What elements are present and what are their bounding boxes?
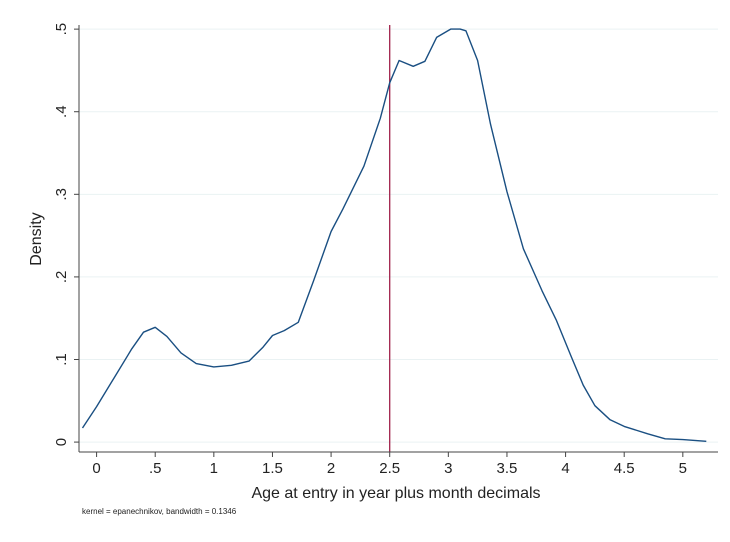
x-tick-label-8: 4 [561, 460, 569, 477]
y-tick-label-4: .4 [53, 105, 70, 118]
y-tick-label-1: .1 [53, 353, 70, 366]
x-tick-label-1: .5 [149, 460, 162, 477]
x-tick-label-5: 2.5 [379, 460, 400, 477]
x-tick-label-10: 5 [679, 460, 687, 477]
x-tick-label-7: 3.5 [497, 460, 518, 477]
x-tick-label-0: 0 [92, 460, 100, 477]
grid-layer [79, 25, 718, 452]
x-tick-label-2: 1 [210, 460, 218, 477]
x-tick-label-6: 3 [444, 460, 452, 477]
x-tick-label-3: 1.5 [262, 460, 283, 477]
y-tick-label-5: .5 [53, 23, 70, 36]
kernel-note: kernel = epanechnikov, bandwidth = 0.134… [82, 507, 237, 516]
plot-area [79, 25, 718, 452]
y-axis-label: Density [28, 212, 45, 265]
x-tick-label-9: 4.5 [614, 460, 635, 477]
y-tick-label-2: .2 [53, 271, 70, 284]
x-tick-label-4: 2 [327, 460, 335, 477]
x-axis-label: Age at entry in year plus month decimals [251, 485, 540, 502]
y-tick-label-3: .3 [53, 188, 70, 201]
y-tick-label-0: 0 [53, 438, 70, 446]
